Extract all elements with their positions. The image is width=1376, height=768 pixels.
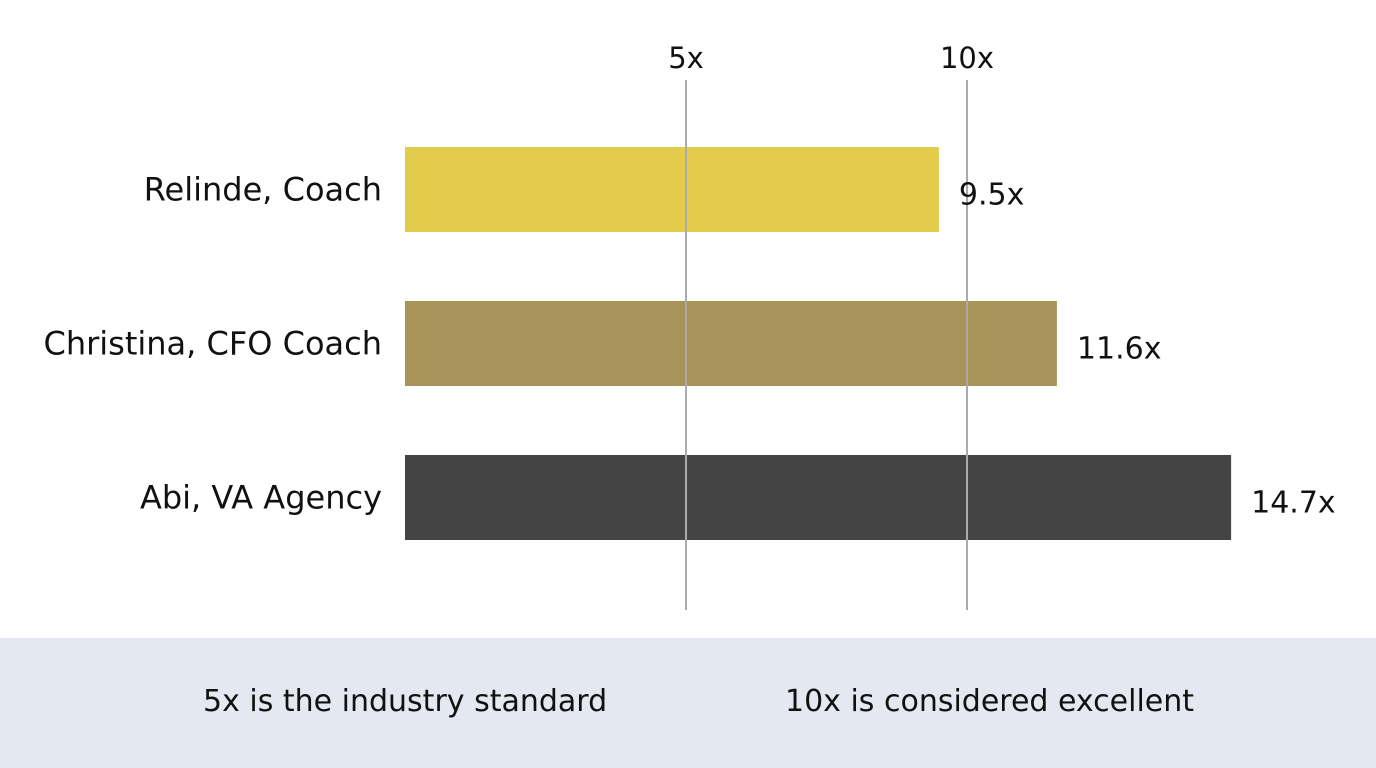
data-label: 9.5x [959,178,1024,213]
bar [405,455,1232,540]
bar [405,147,939,232]
footer-notes: 5x is the industry standard 10x is consi… [0,638,1376,768]
reference-line-label: 5x [668,41,704,75]
category-label: Christina, CFO Coach [43,325,382,363]
category-label: Abi, VA Agency [140,479,382,517]
excellent-note: 10x is considered excellent [785,684,1195,719]
bar-chart: 5x 10x Relinde, Coach 9.5x Christina, CFO Co… [43,41,1336,610]
reference-line-label: 10x [940,41,994,75]
industry-standard-note: 5x is the industry standard [203,684,608,719]
data-label: 14.7x [1251,486,1336,521]
bar [405,301,1057,386]
category-label: Relinde, Coach [144,171,382,209]
data-label: 11.6x [1077,332,1162,367]
